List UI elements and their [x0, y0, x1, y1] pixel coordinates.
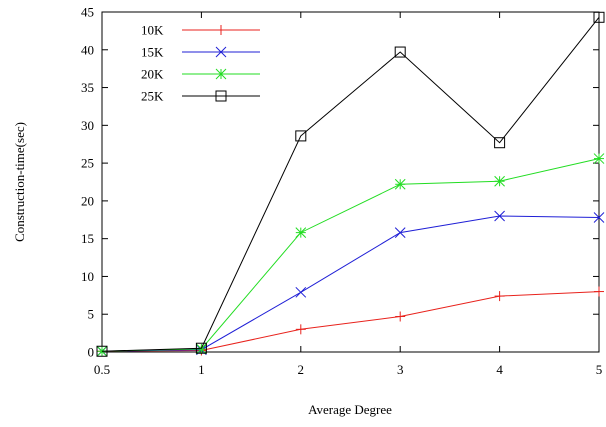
data-point: [394, 227, 406, 238]
data-point: [295, 324, 306, 335]
legend-label: 10K: [141, 23, 164, 38]
y-tick-label: 0: [88, 345, 95, 360]
legend-label: 25K: [141, 89, 164, 104]
x-tick-label: 2: [298, 362, 305, 377]
x-tick-label: 3: [397, 362, 404, 377]
data-point: [593, 11, 605, 23]
data-point: [494, 291, 505, 302]
data-point: [594, 286, 604, 297]
y-tick-label: 45: [81, 5, 94, 20]
legend-marker: [215, 90, 227, 102]
x-tick-label: 1: [198, 362, 205, 377]
plot-frame: [101, 11, 600, 353]
legend-label: 15K: [141, 45, 164, 60]
y-tick-label: 40: [81, 42, 94, 57]
data-point: [295, 130, 307, 142]
data-point: [593, 212, 605, 223]
data-point: [96, 345, 108, 357]
data-point: [394, 178, 406, 190]
series-lines: [96, 11, 605, 357]
data-point: [494, 137, 506, 149]
data-point: [295, 227, 307, 238]
data-point: [295, 286, 307, 298]
y-tick-label: 25: [81, 156, 94, 171]
series-line-10K: [101, 291, 600, 352]
series-line-20K: [101, 158, 600, 352]
data-point: [395, 311, 406, 322]
x-tick-label: 4: [496, 362, 503, 377]
data-point: [494, 175, 505, 187]
legend-marker: [216, 25, 226, 35]
y-tick-label: 30: [81, 118, 94, 133]
legend: 10K 15K 20K 25K: [141, 23, 260, 104]
y-axis: 0 5 10 15 20 25 30 35 40 45: [81, 5, 599, 360]
x-axis-label: Average Degree: [308, 402, 392, 417]
y-tick-label: 15: [81, 231, 94, 246]
x-tick-label: 5: [596, 362, 603, 377]
data-point: [195, 342, 207, 354]
y-tick-label: 20: [81, 193, 94, 208]
y-tick-label: 5: [88, 307, 95, 322]
y-tick-label: 10: [81, 269, 94, 284]
y-axis-label: Construction-time(sec): [12, 122, 27, 242]
data-point: [96, 345, 108, 357]
data-point: [494, 210, 505, 222]
legend-label: 20K: [141, 67, 164, 82]
series-line-25K: [101, 16, 600, 352]
legend-marker: [215, 68, 227, 80]
legend-marker: [215, 46, 227, 58]
data-point: [196, 343, 207, 355]
x-axis: 0.5 1 2 3 4 5: [94, 12, 602, 377]
series-line-15K: [101, 215, 600, 352]
data-point: [593, 153, 605, 164]
data-point: [394, 46, 406, 58]
x-tick-label: 0.5: [94, 362, 110, 377]
y-tick-label: 35: [81, 80, 94, 95]
